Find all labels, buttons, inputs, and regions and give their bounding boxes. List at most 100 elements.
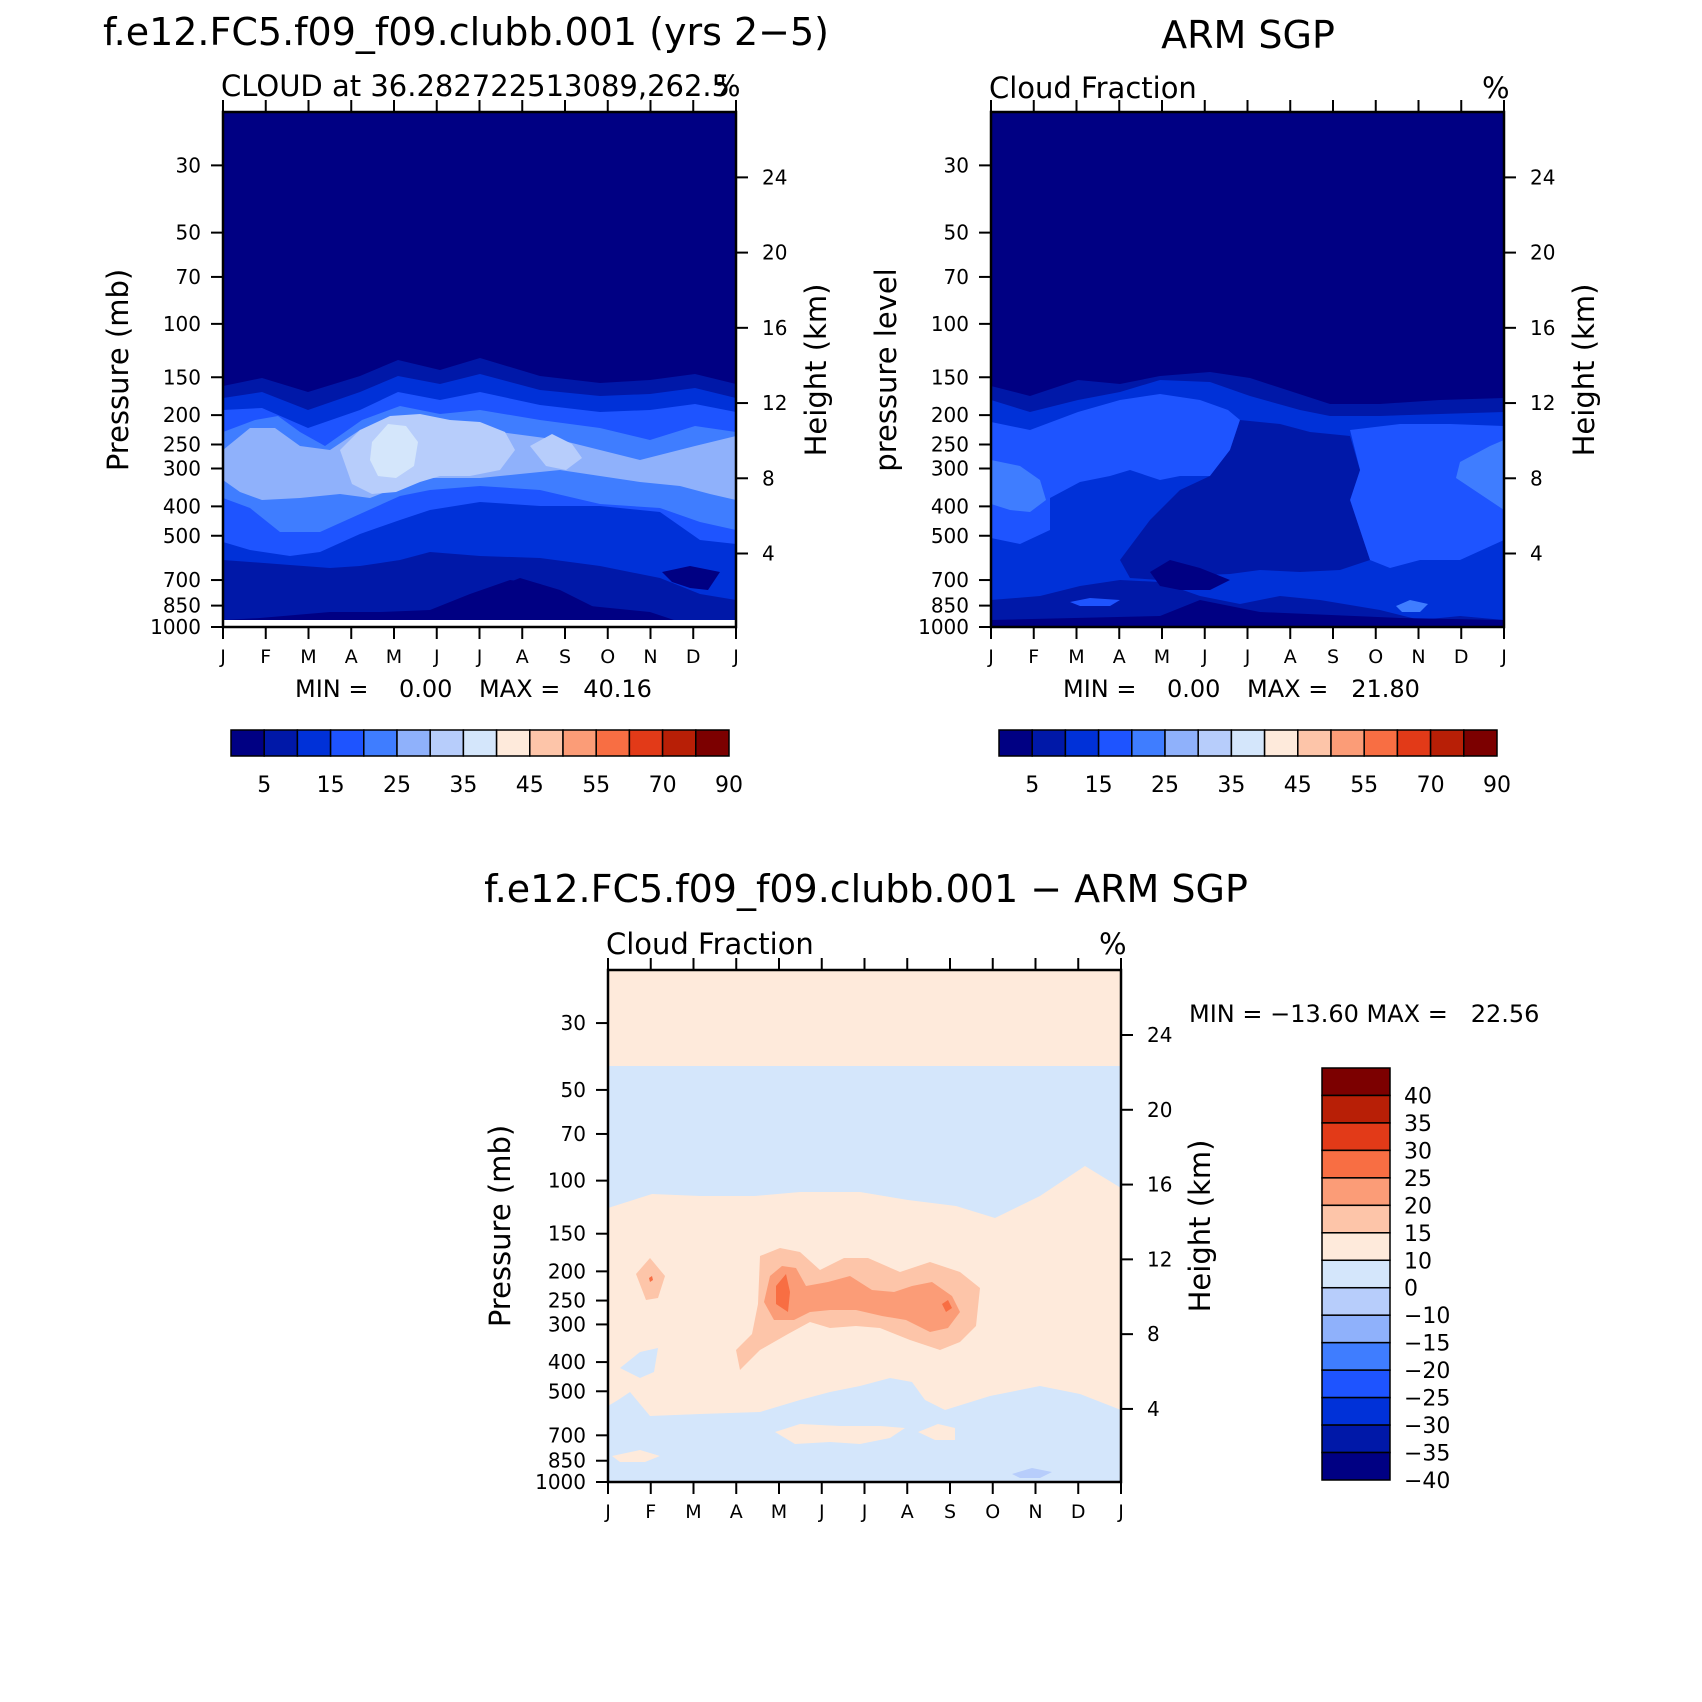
obs-colorbar-label: 90 [1483,773,1511,798]
obs-colorbar-cell [1064,729,1100,757]
obs-min-text: MIN = 0.00 [1063,675,1220,703]
model-ytick-right-label: 8 [762,466,775,490]
model-xtick-label: O [600,646,615,668]
diff-ytick-label: 50 [561,1078,586,1102]
model-ylabel: Pressure (mb) [101,269,135,471]
model-ytick-right-label: 16 [762,316,787,340]
obs-xtick-label: J [1244,646,1251,668]
obs-contour-light [1070,598,1120,606]
model-colorbar-cell [595,729,631,757]
diff-ytick-label: 500 [548,1379,586,1403]
diff-ytick-right-label: 4 [1147,1397,1160,1421]
diff-ytick-label: 700 [548,1423,586,1447]
model-panel: f.e12.FC5.f09_f09.clubb.001 (yrs 2−5) CL… [101,10,833,798]
model-xtick-label: A [345,646,358,668]
obs-contour-15 [991,394,1240,544]
obs-colorbar-label: 5 [1025,773,1039,798]
obs-contour-20b [1456,440,1504,510]
diff-ylabel-right: Height (km) [1183,1140,1217,1313]
model-ytick-right-label: 20 [762,241,787,265]
diff-colorbar-label: 10 [1404,1249,1432,1274]
model-xtick-label: M [386,646,402,668]
obs-max-text: MAX = 21.80 [1247,675,1420,703]
obs-colorbar-cell [1097,729,1133,757]
obs-ytick-label: 30 [944,153,969,177]
model-contour-35 [370,424,418,478]
diff-xtick-label: M [771,1501,787,1523]
diff-ytick-right-label: 8 [1147,1322,1160,1346]
diff-contour-15 [764,1266,960,1332]
diff-ylabel: Pressure (mb) [483,1125,517,1327]
diff-colorbar-cell [1321,1286,1391,1316]
model-ytick-label: 50 [176,221,201,245]
diff-colorbar-label: −40 [1404,1469,1450,1494]
obs-contour-light2 [1396,600,1428,612]
obs-colorbar-cell [1131,729,1166,757]
diff-xtick-label: S [944,1501,956,1523]
model-colorbar-cell [363,729,398,757]
obs-xtick-label: A [1284,646,1297,668]
obs-colorbar: 5 15 25 35 45 55 70 90 [998,729,1511,798]
diff-contour-neg-spot [620,1348,658,1378]
diff-colorbar-cell [1321,1232,1391,1262]
model-ytick-label: 30 [176,153,201,177]
diff-colorbar-cell [1321,1341,1391,1371]
obs-ytick-label: 500 [931,524,969,548]
diff-colorbar-label: 15 [1404,1222,1432,1247]
obs-plot-area [991,112,1504,627]
diff-contour-pos-tongue2 [918,1424,955,1440]
diff-colorbar-label: −20 [1404,1359,1450,1384]
diff-title: f.e12.FC5.f09_f09.clubb.001 − ARM SGP [484,867,1248,911]
obs-colorbar-label: 70 [1417,773,1445,798]
obs-contour-20 [991,460,1046,512]
diff-xtick-label: J [818,1501,825,1523]
model-colorbar-cell [495,729,531,757]
diff-colorbar-label: −30 [1404,1414,1450,1439]
diff-contour-pos-tongue [775,1424,905,1444]
model-colorbar-cell [628,729,664,757]
obs-ylabel: pressure level [869,268,903,471]
obs-colorbar-label: 45 [1284,773,1312,798]
diff-xtick-label: A [730,1501,743,1523]
diff-colorbar-cell [1321,1369,1391,1399]
diff-xtick-label: F [645,1501,656,1523]
diff-ytick-label: 100 [548,1169,586,1193]
obs-colorbar-cell [1263,729,1299,757]
diff-colorbar-label: 20 [1404,1194,1432,1219]
diff-colorbar-label: 0 [1404,1277,1418,1302]
diff-ytick-label: 400 [548,1350,586,1374]
model-bottom-gap [223,620,736,627]
diff-colorbar-label: −10 [1404,1304,1450,1329]
diff-colorbar-cell [1321,1259,1391,1289]
obs-colorbar-label: 35 [1217,773,1245,798]
diff-contour-20b [942,1300,952,1312]
obs-colorbar-cell [1363,729,1399,757]
obs-ytick-label: 1000 [918,615,969,639]
model-colorbar-cell [296,729,332,757]
diff-contour-20 [776,1274,790,1312]
diff-colorbar-cell [1321,1122,1391,1152]
obs-ytick-label: 200 [931,403,969,427]
diff-ytick-right-label: 20 [1147,1098,1172,1122]
obs-contour-dark [1150,560,1230,590]
model-xtick-label: J [732,646,739,668]
diff-colorbar-cell [1321,1204,1391,1234]
model-colorbar-label: 55 [582,773,610,798]
obs-colorbar-cell [1230,729,1266,757]
diff-colorbar-cell [1321,1149,1391,1179]
diff-plot-area [608,970,1121,1482]
obs-colorbar-cell [998,729,1033,757]
model-ytick-right-label: 4 [762,542,775,566]
model-ytick-label: 500 [163,524,201,548]
model-ytick-label: 300 [163,457,201,481]
diff-subtitle: Cloud Fraction [606,927,814,961]
diff-ytick-label: 250 [548,1289,586,1313]
model-colorbar-cell [562,729,597,757]
diff-units: % [1099,927,1127,961]
diff-minmax-text: MIN = −13.60 MAX = 22.56 [1189,1000,1539,1028]
model-contour-low2 [430,578,600,622]
model-colorbar-label: 45 [516,773,544,798]
model-colorbar-cell [661,729,697,757]
